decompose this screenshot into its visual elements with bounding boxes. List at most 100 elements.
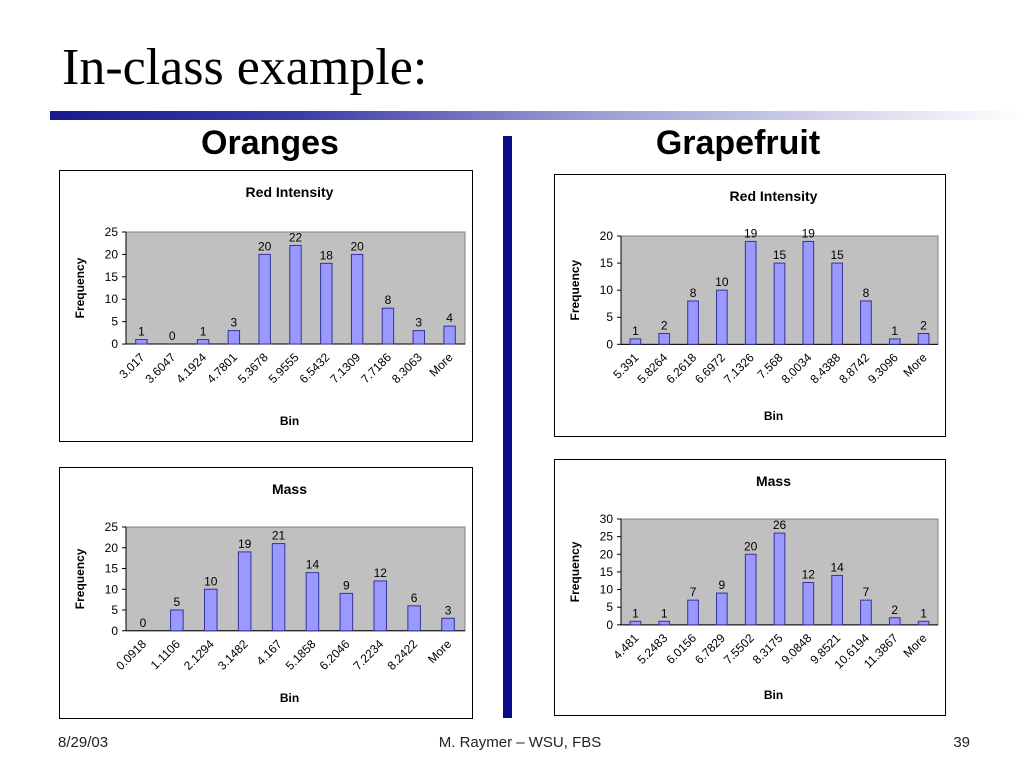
y-tick-label: 15 (105, 270, 119, 284)
bar (917, 620, 930, 626)
data-label: 21 (272, 529, 286, 543)
y-tick-label: 20 (105, 541, 119, 555)
x-axis-title: Bin (764, 409, 783, 423)
y-tick-label: 25 (600, 530, 614, 544)
y-tick-label: 20 (105, 247, 119, 261)
y-tick-label: 20 (600, 547, 614, 561)
y-tick-label: 0 (111, 337, 118, 351)
x-tick-label: 7.1326 (721, 350, 757, 386)
data-label: 1 (661, 606, 668, 620)
x-tick-label: 7.1309 (327, 350, 363, 386)
x-tick-label: 6.5432 (297, 350, 333, 386)
bar (381, 307, 395, 345)
bar (271, 543, 286, 632)
x-tick-label: 3.6047 (142, 350, 178, 386)
y-tick-label: 10 (105, 292, 119, 306)
bar (687, 599, 699, 626)
footer-page-number: 39 (953, 734, 970, 751)
data-label: 2 (891, 603, 898, 617)
data-label: 1 (138, 325, 145, 339)
chart-oranges-red-intensity: Red Intensity 0 5 10 15 20 25 1 3.017 0 3.6047 1 4.1… (59, 170, 473, 442)
bar (629, 620, 642, 626)
data-label: 20 (744, 539, 758, 553)
bar (744, 553, 757, 626)
data-label: 3 (231, 316, 238, 330)
chart-title: Mass (272, 481, 307, 497)
chart-svg: Red Intensity051015202513.01703.604714.1… (73, 184, 466, 428)
x-tick-label: More (425, 637, 454, 666)
x-tick-label: 6.6972 (692, 350, 728, 386)
footer-author: M. Raymer – WSU, FBS (438, 734, 602, 751)
bar (170, 609, 184, 632)
x-tick-label: 5.1858 (283, 637, 319, 673)
data-label: 10 (715, 275, 729, 289)
x-tick-label: 4.1924 (173, 350, 209, 386)
x-tick-label: More (426, 350, 455, 379)
x-tick-label: 9.0848 (779, 631, 815, 667)
slide-title: In-class example: (62, 39, 428, 96)
bar (831, 574, 843, 626)
x-tick-label: 6.2046 (317, 637, 353, 673)
data-label: 0 (169, 329, 176, 343)
x-tick-label: 5.8264 (634, 350, 670, 386)
bar (831, 262, 843, 345)
data-label: 3 (415, 316, 422, 330)
y-axis-title: Frequency (568, 541, 582, 602)
x-tick-label: 4.167 (254, 637, 285, 668)
x-axis-title: Bin (280, 691, 299, 705)
bar (888, 338, 901, 345)
data-label: 20 (350, 239, 364, 253)
chart-title: Mass (756, 473, 791, 489)
x-tick-label: 8.3175 (750, 631, 786, 667)
bar (203, 588, 218, 632)
bar (289, 244, 302, 345)
y-tick-label: 30 (600, 512, 614, 526)
bar (658, 332, 671, 345)
bar (305, 572, 320, 632)
bar (917, 332, 930, 345)
data-label: 8 (690, 286, 697, 300)
y-tick-label: 10 (600, 583, 614, 597)
x-tick-label: 4.7801 (204, 350, 240, 386)
bar (412, 330, 425, 345)
x-tick-label: 8.3063 (389, 350, 425, 386)
data-label: 14 (830, 560, 844, 574)
y-tick-label: 0 (111, 624, 118, 638)
title-rule (50, 111, 1024, 120)
bar (860, 300, 872, 345)
x-tick-label: 7.2234 (351, 637, 387, 673)
data-label: 20 (258, 239, 272, 253)
data-label: 9 (719, 578, 726, 592)
y-tick-label: 5 (111, 603, 118, 617)
data-label: 3 (445, 603, 452, 617)
data-label: 19 (744, 226, 758, 240)
y-tick-label: 10 (105, 582, 119, 596)
x-tick-label: 6.0156 (663, 631, 699, 667)
bar (350, 253, 364, 345)
data-label: 15 (773, 248, 787, 262)
chart-grapefruit-red-intensity: Red Intensity 0 5 10 15 20 1 5.391 2 5.8264 8 6.261… (554, 174, 946, 437)
x-tick-label: 5.9555 (266, 350, 302, 386)
chart-title: Red Intensity (246, 184, 334, 200)
x-tick-label: 7.7186 (358, 350, 394, 386)
bar (888, 617, 901, 626)
data-label: 12 (802, 567, 816, 581)
bar (443, 325, 456, 345)
data-label: 5 (174, 595, 181, 609)
x-tick-label: 6.2618 (663, 350, 699, 386)
x-tick-label: 5.2483 (634, 631, 670, 667)
chart-grapefruit-mass: Mass 0 5 10 15 20 25 30 1 4.481 1 5.2483 7 6.0156 9 6.7… (554, 459, 946, 716)
data-label: 8 (385, 293, 392, 307)
bar (629, 338, 642, 345)
data-label: 10 (204, 574, 218, 588)
y-axis-title: Frequency (73, 548, 87, 609)
x-tick-label: 8.8742 (836, 350, 872, 386)
bar (802, 581, 815, 626)
x-tick-label: 6.7829 (692, 631, 728, 667)
y-tick-label: 0 (606, 618, 613, 632)
bar (258, 253, 271, 345)
x-tick-label: 2.1294 (181, 637, 217, 673)
y-axis-title: Frequency (73, 257, 87, 318)
x-tick-label: 1.1106 (148, 637, 183, 672)
chart-svg: Mass051015202500.091851.1106102.1294193.… (73, 481, 466, 705)
